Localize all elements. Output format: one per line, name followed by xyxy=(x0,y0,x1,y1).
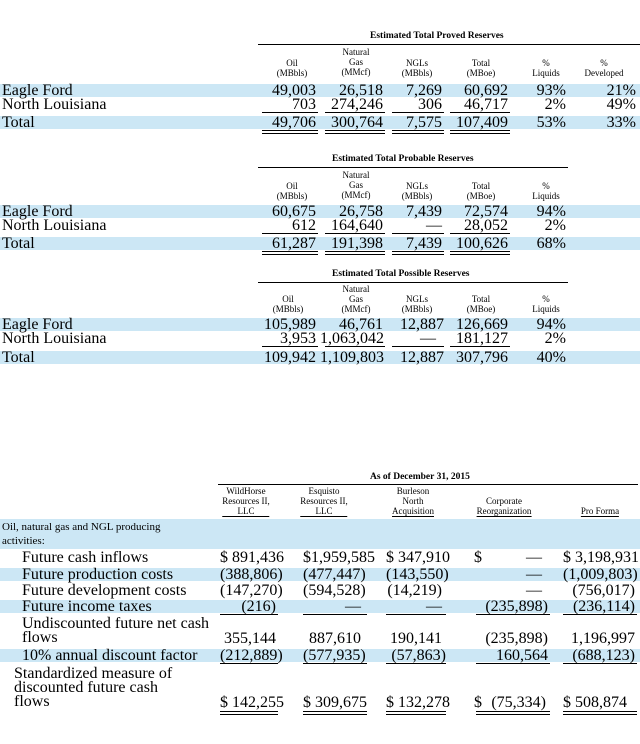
probable-h-oil: Oil (MBbls) xyxy=(276,181,308,201)
table-row: Future development costs (147,270) (594,… xyxy=(22,582,635,599)
table-row: Total 61,287 191,398 7,439 100,626 68% xyxy=(0,236,640,252)
table-row: 10% annual discount factor (212,889) (57… xyxy=(0,648,640,664)
table-row: Total 49,706 300,764 7,575 107,409 53% 3… xyxy=(0,115,640,131)
possible-title: Estimated Total Possible Reserves xyxy=(332,269,470,279)
proved-title: Estimated Total Proved Reserves xyxy=(370,31,504,41)
probable-h-gas: Natural Gas (MMcf) xyxy=(341,170,371,200)
probable-h-ngl: NGLs (MBbls) xyxy=(401,181,433,201)
possible-h-oil: Oil (MBbls) xyxy=(272,294,304,314)
possible-h-liquids: % Liquids xyxy=(532,294,560,314)
proved-h-liquids: % Liquids xyxy=(532,58,560,78)
table-row: Future income taxes (216) — — (235,898) … xyxy=(0,599,640,615)
possible-h-ngl: NGLs (MBbls) xyxy=(401,294,433,314)
cf-h-wildhorse: WildHorse Resources II, LLC xyxy=(222,486,270,517)
table-row: Eagle Ford 49,003 26,518 7,269 60,692 93… xyxy=(0,83,640,99)
probable-h-total: Total (MBoe) xyxy=(466,181,496,201)
possible-h-gas: Natural Gas (MMcf) xyxy=(341,284,371,314)
cf-h-corporate: Corporate Reorganization xyxy=(476,496,532,517)
table-row: Future cash inflows $ 891,436 $1,959,585… xyxy=(22,549,639,566)
probable-h-liquids: % Liquids xyxy=(532,181,560,201)
proved-h-total: Total (MBoe) xyxy=(466,58,496,78)
table-row: Future production costs (388,806) (477,4… xyxy=(0,567,640,583)
table-row: North Louisiana 703 274,246 306 46,717 2… xyxy=(2,96,636,113)
section-label-row: Oil, natural gas and NGL producing activ… xyxy=(0,519,640,549)
proved-h-oil: Oil (MBbls) xyxy=(276,58,308,78)
table-row: Total 109,942 1,109,803 12,887 307,796 4… xyxy=(0,350,640,366)
possible-h-total: Total (MBoe) xyxy=(466,294,496,314)
cf-h-burleson: Burleson North Acquisition xyxy=(392,486,434,517)
probable-title: Estimated Total Probable Reserves xyxy=(332,154,474,164)
table-row: Eagle Ford 60,675 26,758 7,439 72,574 94… xyxy=(0,204,640,220)
table-row: Standardized measure of discounted futur… xyxy=(14,665,627,711)
cf-h-esquisto: Esquisto Resources II, LLC xyxy=(300,486,348,517)
proved-h-ngl: NGLs (MBbls) xyxy=(401,58,433,78)
table-row: Eagle Ford 105,989 46,761 12,887 126,669… xyxy=(0,317,640,333)
proved-h-gas: Natural Gas (MMcf) xyxy=(341,47,371,77)
table-row: North Louisiana 3,953 1,063,042 — 181,12… xyxy=(2,330,566,347)
cashflow-title: As of December 31, 2015 xyxy=(370,472,470,482)
cf-h-proforma: Pro Forma xyxy=(580,506,620,517)
table-row: Undiscounted future net cash flows 355,1… xyxy=(22,615,635,647)
table-row: North Louisiana 612 164,640 — 28,052 2% xyxy=(2,217,566,234)
proved-h-developed: % Developed xyxy=(584,58,624,78)
